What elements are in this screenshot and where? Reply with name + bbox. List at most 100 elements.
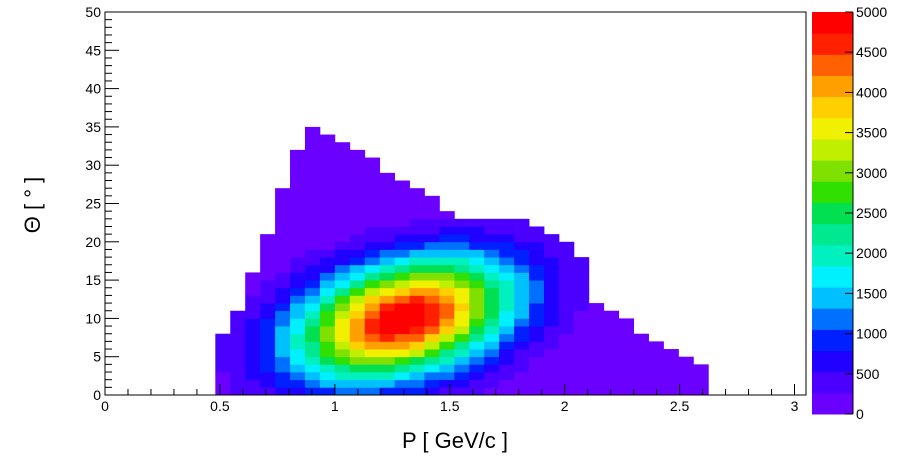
- heatmap-cell: [633, 364, 649, 373]
- heatmap-cell: [319, 211, 336, 220]
- heatmap-cell: [394, 195, 410, 204]
- colorbar-swatch: [812, 117, 853, 140]
- heatmap-cell: [558, 280, 575, 289]
- heatmap-cell: [588, 310, 605, 319]
- heatmap-cell: [364, 356, 381, 365]
- heatmap-cell: [245, 280, 261, 289]
- heatmap-cell: [364, 272, 381, 281]
- heatmap-cell: [290, 379, 306, 388]
- heatmap-cell: [349, 249, 366, 258]
- heatmap-cell: [245, 379, 261, 388]
- heatmap-cell: [290, 387, 306, 396]
- heatmap-cell: [319, 188, 336, 197]
- heatmap-cell: [349, 157, 366, 166]
- heatmap-cell: [469, 257, 485, 266]
- heatmap-cell: [469, 379, 485, 388]
- heatmap-cell: [618, 364, 635, 373]
- heatmap-cell: [290, 364, 306, 373]
- y-tick-label: 10: [85, 310, 101, 326]
- heatmap-cell: [319, 356, 336, 365]
- heatmap-cell: [304, 188, 321, 197]
- heatmap-cell: [304, 165, 321, 174]
- heatmap-cell: [364, 226, 381, 235]
- heatmap-cell: [394, 226, 410, 235]
- heatmap-cell: [394, 211, 410, 220]
- colorbar-swatch: [812, 287, 853, 309]
- heatmap-cell: [364, 241, 381, 250]
- heatmap-cell: [319, 387, 336, 396]
- heatmap-cell: [379, 318, 395, 327]
- heatmap-cell: [514, 295, 530, 304]
- heatmap-cell: [334, 272, 351, 281]
- heatmap-cell: [439, 280, 455, 289]
- heatmap-cell: [484, 318, 500, 327]
- heatmap-cell: [349, 195, 366, 204]
- heatmap-cell: [319, 341, 336, 350]
- heatmap-cell: [409, 257, 425, 266]
- colorbar-tick-label: 2500: [856, 205, 887, 221]
- heatmap-cell: [543, 295, 560, 304]
- heatmap-cell: [275, 318, 291, 327]
- heatmap-cell: [290, 211, 306, 220]
- heatmap-cell: [543, 241, 560, 250]
- heatmap-cell: [379, 234, 395, 243]
- heatmap-cell: [349, 295, 366, 304]
- heatmap-cell: [304, 318, 321, 327]
- heatmap-cell: [424, 295, 440, 304]
- heatmap-cell: [439, 241, 455, 250]
- heatmap-cell: [454, 241, 470, 250]
- heatmap-cell: [663, 356, 679, 365]
- heatmap-cell: [245, 356, 261, 365]
- heatmap-cell: [230, 318, 246, 327]
- heatmap-cell: [304, 372, 321, 381]
- heatmap-cell: [543, 264, 560, 273]
- heatmap-cell: [364, 257, 381, 266]
- heatmap-cell: [484, 326, 500, 335]
- heatmap-cell: [334, 241, 351, 250]
- heatmap-cell: [304, 295, 321, 304]
- heatmap-cell: [349, 180, 366, 189]
- heatmap-cell: [454, 295, 470, 304]
- heatmap-cell: [618, 333, 635, 342]
- heatmap-cell: [319, 295, 336, 304]
- heatmap-cell: [484, 218, 500, 227]
- colorbar-swatch: [812, 181, 853, 203]
- heatmap-cell: [245, 318, 261, 327]
- heatmap-cell: [454, 364, 470, 373]
- heatmap-cell: [290, 310, 306, 319]
- heatmap-cell: [529, 310, 545, 319]
- heatmap-cell: [379, 218, 395, 227]
- heatmap-cell: [618, 318, 635, 327]
- heatmap-cell: [499, 310, 515, 319]
- heatmap-cell: [379, 172, 395, 181]
- heatmap-cell: [484, 379, 500, 388]
- heatmap-cell: [364, 372, 381, 381]
- heatmap-cell: [304, 287, 321, 296]
- heatmap-cell: [364, 379, 381, 388]
- heatmap-cell: [678, 356, 694, 365]
- heatmap-cell: [573, 356, 590, 365]
- colorbar-swatch: [812, 96, 853, 119]
- heatmap-cell: [693, 364, 709, 373]
- heatmap-cell: [469, 280, 485, 289]
- heatmap-cell: [379, 295, 395, 304]
- heatmap-cell: [588, 364, 605, 373]
- heatmap-cell: [484, 287, 500, 296]
- heatmap-cell: [499, 249, 515, 258]
- heatmap-cell: [319, 142, 336, 151]
- heatmap-cell: [230, 333, 246, 342]
- heatmap-cell: [409, 356, 425, 365]
- heatmap-cell: [394, 387, 410, 396]
- heatmap-cell: [454, 310, 470, 319]
- heatmap-cell: [260, 272, 276, 281]
- heatmap-cell: [469, 226, 485, 235]
- heatmap-cell: [439, 356, 455, 365]
- heatmap-cell: [484, 372, 500, 381]
- heatmap-cell: [394, 303, 410, 312]
- heatmap-cell: [573, 318, 590, 327]
- heatmap-cell: [573, 349, 590, 358]
- heatmap-cell: [290, 218, 306, 227]
- heatmap-cell: [514, 318, 530, 327]
- heatmap-cell: [409, 226, 425, 235]
- heatmap-cell: [678, 364, 694, 373]
